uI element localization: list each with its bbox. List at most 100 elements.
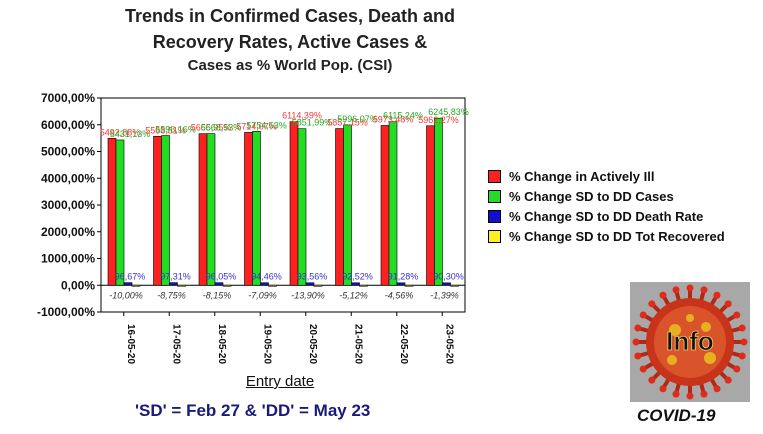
bar [426,125,435,286]
data-label: 5851,99% [292,118,333,128]
y-tick-label: 5000,00% [41,145,95,159]
legend-swatch-yellow [488,229,501,243]
y-tick-label: 0,00% [61,278,95,292]
bar [153,135,162,286]
date-footnote: 'SD' = Feb 27 & 'DD' = May 23 [135,401,371,420]
bar [442,282,451,286]
y-tick-label: 6000,00% [41,118,95,132]
bar [214,282,224,286]
y-tick-label: 1000,00% [41,252,95,266]
x-tick-label: 16-05-20 [125,324,136,364]
data-label: 96,05% [206,271,237,281]
legend-item-cases: % Change SD to DD Cases [488,186,725,206]
y-tick-label: 2000,00% [41,225,95,239]
data-label: 90,30% [433,271,464,281]
y-tick-label: -1000,00% [37,305,95,319]
bar [115,139,125,286]
legend-item-actively-ill: % Change in Actively Ill [488,166,725,186]
bar [198,133,208,286]
bar [107,138,117,286]
x-tick-label: 20-05-20 [307,324,318,364]
bar [161,135,170,286]
data-label: 5596,16% [155,125,196,135]
x-tick-label: 21-05-20 [352,324,363,364]
data-label: 5665,95% [191,123,232,133]
bar [123,282,133,286]
bar [450,284,459,287]
data-label: -4,56% [385,290,414,300]
bar [396,282,406,286]
legend-swatch-blue [488,209,501,223]
bar [380,125,390,286]
legend-item-recovered: % Change SD to DD Tot Recovered [488,226,725,246]
data-label: -8,15% [203,290,232,300]
bar [404,284,414,287]
bar [335,128,344,286]
data-label: 92,52% [342,271,373,281]
data-label: 5857,15% [327,118,368,128]
x-tick-label: 19-05-20 [261,324,272,364]
data-label: 5962,27% [418,115,459,125]
bar [297,128,307,286]
data-label: -8,75% [157,290,186,300]
data-label: -5,12% [339,290,368,300]
legend-label: % Change SD to DD Death Rate [509,208,704,224]
x-tick-label: 18-05-20 [216,324,227,364]
bar [268,284,277,287]
data-label: 6245,83% [428,107,469,117]
chart-legend: % Change in Actively Ill % Change SD to … [488,166,725,246]
data-label: 94,46% [251,271,282,281]
bar [359,284,368,287]
data-label: 6114,39% [282,111,322,121]
bar [434,117,443,286]
chart-title-line-2: Recovery Rates, Active Cases & [152,32,428,52]
data-label: -13,90% [291,290,325,300]
bar [388,121,398,286]
data-label: -7,09% [248,290,277,300]
bar [305,282,315,286]
data-label: 5714,07% [236,121,277,131]
x-tick-label: 23-05-20 [443,324,454,364]
bar [343,124,352,286]
bar [260,282,269,286]
legend-swatch-red [488,169,501,183]
legend-item-death-rate: % Change SD to DD Death Rate [488,206,725,226]
data-label: -10,00% [109,290,143,300]
data-label: -1,39% [430,290,459,300]
bar [289,121,299,286]
legend-label: % Change in Actively Ill [509,168,655,184]
bar [177,284,186,287]
bar [313,284,323,287]
y-tick-label: 3000,00% [41,198,95,212]
chart-title-line-3: Cases as % World Pop. (CSI) [187,57,393,74]
bar [131,284,141,287]
x-axis-label: Entry date [245,373,315,390]
y-tick-label: 7000,00% [41,91,95,105]
data-label: 5754,53% [246,120,287,130]
bar [206,133,216,286]
bar [351,282,360,286]
x-tick-label: 22-05-20 [398,324,409,364]
covid-caption: COVID-19 [637,406,716,425]
legend-label: % Change SD to DD Cases [509,188,674,204]
data-label: 5431,13% [110,129,151,139]
data-label: 5973,48% [373,114,414,124]
bar [252,131,261,286]
data-label: 5996,07% [337,114,378,124]
bar [169,282,178,286]
legend-swatch-green [488,189,501,203]
data-label: 91,28% [388,271,419,281]
data-label: 6115,24% [383,111,423,121]
logo-text: Info [666,326,714,356]
data-label: 97,31% [160,271,191,281]
data-label: 5568,51% [145,125,186,135]
coronavirus-icon: Info [630,282,750,402]
legend-label: % Change SD to DD Tot Recovered [509,228,725,244]
data-label: 5668,53% [201,123,242,133]
bar [244,132,253,286]
data-label: 96,67% [115,271,146,281]
x-tick-label: 17-05-20 [170,324,181,364]
y-tick-label: 4000,00% [41,171,95,185]
data-label: 5492,88% [100,127,141,137]
